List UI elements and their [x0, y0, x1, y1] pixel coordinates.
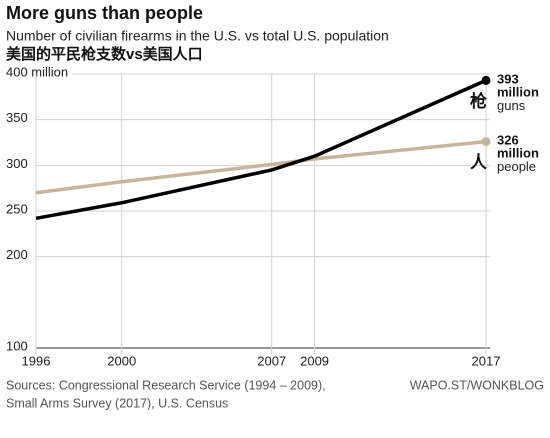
chart-subtitle-zh: 美国的平民枪支数vs美国人口	[6, 45, 203, 63]
y-tick-label: 100	[6, 338, 28, 353]
x-tick-label: 2000	[107, 353, 136, 368]
x-tick-label: 1996	[22, 353, 51, 368]
series-line	[35, 139, 487, 195]
y-tick-label: 300	[6, 156, 28, 171]
y-tick-label: 250	[6, 201, 28, 216]
x-tick-label: 2007	[257, 353, 286, 368]
source: Small Arms Survey (2017), U.S. Census	[6, 396, 228, 410]
chart-title: More guns than people	[6, 3, 203, 23]
end-point	[481, 75, 491, 85]
legend-label-zh: 枪	[470, 91, 487, 111]
legend-label: guns	[497, 98, 526, 113]
y-tick-label: 200	[6, 247, 28, 262]
x-tick-label: 2009	[300, 353, 329, 368]
credit: WAPO.ST/WONKBLOG	[410, 378, 544, 392]
x-tick-label: 2017	[472, 353, 501, 368]
legend-label: people	[497, 159, 536, 174]
series-line	[35, 78, 487, 221]
source: Sources: Congressional Research Service …	[6, 378, 326, 392]
y-tick-label: 350	[6, 110, 28, 125]
legend-label-zh: 人	[470, 153, 488, 172]
value-label: 326 million	[497, 133, 539, 161]
value-label: 393 million	[497, 72, 539, 100]
end-point	[481, 137, 491, 147]
chart-subtitle: Number of civilian firearms in the U.S. …	[6, 28, 389, 44]
y-tick-label: 400 million	[6, 64, 68, 79]
